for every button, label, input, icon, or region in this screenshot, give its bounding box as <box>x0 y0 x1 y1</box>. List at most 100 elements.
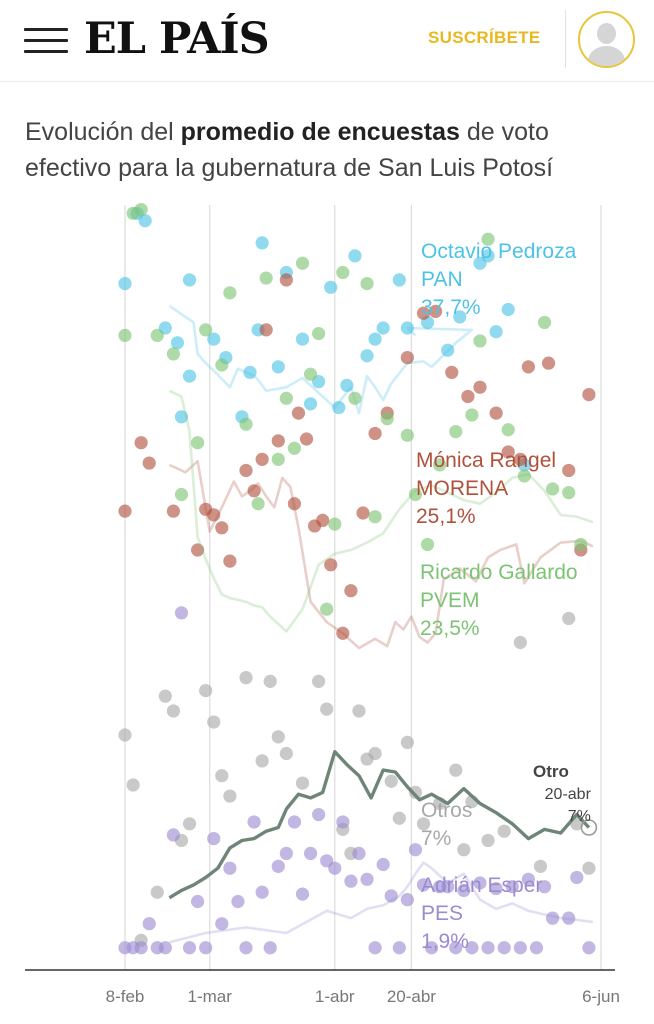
poll-point <box>150 328 164 342</box>
poll-point <box>332 400 346 415</box>
poll-point <box>521 872 535 886</box>
poll-point <box>416 817 431 831</box>
poll-point <box>324 558 338 572</box>
poll-point <box>481 941 495 955</box>
poll-point <box>150 885 164 899</box>
poll-point <box>199 323 213 337</box>
poll-point <box>481 833 495 848</box>
poll-point <box>312 674 326 688</box>
poll-point <box>521 360 535 374</box>
series-value-label: 1,9% <box>421 930 469 953</box>
poll-point <box>356 506 370 520</box>
user-avatar-icon[interactable] <box>578 11 635 68</box>
poll-point <box>360 349 374 363</box>
poll-point <box>441 343 455 357</box>
poll-point <box>461 389 475 404</box>
poll-point <box>255 236 269 250</box>
poll-point <box>457 843 471 857</box>
poll-chart: 8-feb 1-mar 1-abr 20-abr 6-jun Octavio Pedroz… <box>0 195 654 1024</box>
poll-point <box>489 406 503 420</box>
poll-point <box>497 941 511 955</box>
poll-point <box>570 870 584 885</box>
poll-point <box>368 426 382 441</box>
poll-point <box>295 776 310 790</box>
series-value-label: 37,7% <box>421 296 481 319</box>
poll-point <box>279 746 293 761</box>
poll-point <box>295 256 310 270</box>
poll-point <box>174 606 189 620</box>
poll-point <box>223 789 237 803</box>
series-value-label: 7% <box>421 827 451 850</box>
poll-point <box>174 487 189 502</box>
poll-point <box>473 334 487 348</box>
poll-point <box>352 846 366 861</box>
poll-point <box>574 537 588 552</box>
poll-point <box>239 463 253 478</box>
site-logo[interactable]: EL PAÍS <box>84 14 270 64</box>
poll-point <box>473 876 487 890</box>
series-value-label: 23,5% <box>420 617 480 640</box>
subscribe-button[interactable]: SUSCRÍBETE <box>428 28 541 47</box>
poll-point <box>424 941 439 955</box>
poll-point <box>352 704 366 718</box>
poll-point <box>376 321 390 335</box>
poll-point <box>533 859 548 873</box>
poll-point <box>453 310 467 324</box>
series-party-label: PES <box>421 902 463 925</box>
poll-point <box>247 815 261 829</box>
poll-point <box>380 412 394 426</box>
poll-point <box>368 941 382 955</box>
hamburger-menu-icon[interactable] <box>24 28 68 56</box>
poll-point <box>408 487 423 502</box>
trend-line <box>169 861 594 944</box>
highlight-marker <box>580 819 598 836</box>
poll-point <box>517 469 531 483</box>
poll-point <box>445 365 459 379</box>
poll-point <box>501 423 515 437</box>
poll-point <box>191 894 205 909</box>
poll-point <box>303 846 318 861</box>
poll-chart-svg: 8-feb 1-mar 1-abr 20-abr 6-jun Octavio Pedroz… <box>25 203 620 1006</box>
poll-point <box>287 497 302 511</box>
poll-point <box>400 428 414 442</box>
poll-point <box>134 436 148 450</box>
poll-point <box>489 325 503 339</box>
poll-point <box>182 817 197 831</box>
poll-point <box>505 880 519 894</box>
series-1 <box>118 273 596 650</box>
poll-point <box>199 684 213 698</box>
poll-point <box>392 941 406 955</box>
poll-point <box>118 728 132 742</box>
x-tick-label: 8-feb <box>106 987 145 1006</box>
poll-point <box>279 846 293 861</box>
poll-point <box>239 417 253 431</box>
poll-point <box>449 763 463 777</box>
poll-point <box>291 406 306 420</box>
series-4 <box>118 606 596 955</box>
poll-point <box>303 367 318 381</box>
poll-point <box>243 365 257 379</box>
poll-point <box>384 889 398 903</box>
poll-point <box>441 880 455 894</box>
poll-point <box>473 380 487 394</box>
poll-point <box>336 265 350 280</box>
poll-point <box>562 463 576 478</box>
series-name-label: Octavio Pedroza <box>421 240 577 263</box>
poll-point <box>312 807 326 822</box>
series-name-label: Adrián Esper <box>421 874 542 897</box>
poll-point <box>271 730 285 744</box>
poll-point <box>384 774 398 788</box>
poll-point <box>400 893 414 907</box>
poll-point <box>247 484 261 498</box>
poll-point <box>158 941 172 955</box>
poll-point <box>501 445 515 459</box>
poll-point <box>263 674 277 688</box>
poll-point <box>207 832 221 846</box>
trend-line <box>168 304 474 415</box>
poll-point <box>271 452 285 466</box>
chart-title: Evolución del promedio de encuestas de v… <box>25 114 625 186</box>
poll-point <box>497 824 511 838</box>
poll-point <box>170 336 185 350</box>
chart-title-post: de voto efectivo para la gubernatura de … <box>25 118 554 182</box>
poll-point <box>207 715 221 729</box>
